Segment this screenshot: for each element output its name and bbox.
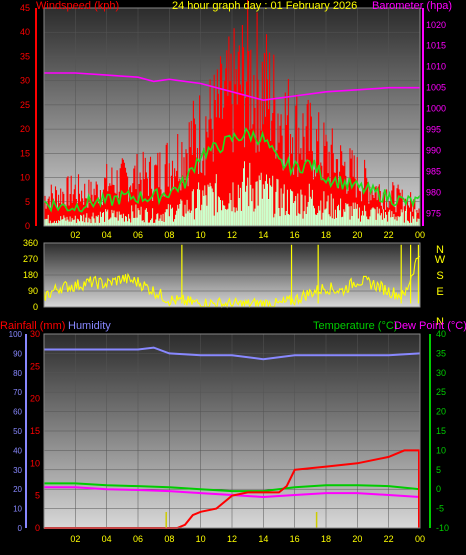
wind-tick-label: 25 — [20, 100, 30, 110]
temp-tick-label: -10 — [436, 523, 449, 533]
humidity-axis-title: Humidity — [68, 320, 111, 332]
wind-tick-label: 35 — [20, 51, 30, 61]
compass-label: N — [436, 316, 444, 328]
time-tick-label: 00 — [415, 534, 425, 544]
rain-tick-label: 20 — [30, 394, 40, 404]
rain-tick-label: 25 — [30, 361, 40, 371]
dewpoint-axis-title: Dew Point (°C) — [394, 320, 466, 332]
compass-label: W — [435, 254, 446, 266]
wind-tick-label: 40 — [20, 27, 30, 37]
barometer-axis-title: Barometer (hpa) — [372, 0, 453, 12]
humidity-tick-label: 100 — [9, 330, 23, 339]
time-tick-label: 12 — [227, 534, 237, 544]
temp-tick-label: 25 — [436, 387, 446, 397]
wind-tick-label: 20 — [20, 124, 30, 134]
rain-tick-label: 0 — [35, 523, 40, 533]
humidity-tick-label: 0 — [18, 524, 23, 533]
direction-tick-label: 90 — [28, 286, 38, 296]
humidity-tick-label: 90 — [13, 349, 22, 358]
wind-tick-label: 30 — [20, 76, 30, 86]
barometer-series — [44, 72, 420, 102]
time-tick-label: 04 — [102, 230, 112, 240]
time-tick-label: 14 — [258, 230, 268, 240]
direction-tick-label: 180 — [23, 270, 38, 280]
time-tick-label: 18 — [321, 230, 331, 240]
gust-average-series — [43, 127, 421, 213]
time-tick-label: 02 — [70, 230, 80, 240]
temp-tick-label: 15 — [436, 426, 446, 436]
humidity-tick-label: 60 — [13, 408, 22, 417]
panel-border-bottom — [43, 333, 421, 529]
time-tick-label: 16 — [290, 534, 300, 544]
time-tick-label: 18 — [321, 534, 331, 544]
temp-tick-label: 20 — [436, 407, 446, 417]
humidity-tick-label: 20 — [13, 485, 22, 494]
rain-tick-label: 15 — [30, 426, 40, 436]
compass-label: N — [436, 244, 444, 256]
temperature-series — [44, 482, 421, 493]
time-tick-label: 22 — [384, 534, 394, 544]
temp-tick-label: 0 — [436, 484, 441, 494]
baro-tick-label: 1010 — [426, 62, 446, 72]
wind-tick-label: 15 — [20, 148, 30, 158]
baro-tick-label: 1000 — [426, 104, 446, 114]
wind-tick-label: 10 — [20, 173, 30, 183]
temp-tick-label: 35 — [436, 348, 446, 358]
panel-border-middle — [43, 242, 421, 308]
humidity-tick-label: 70 — [13, 388, 22, 397]
humidity-tick-label: 10 — [13, 505, 22, 514]
humidity-tick-label: 40 — [13, 446, 22, 455]
temp-tick-label: 5 — [436, 465, 441, 475]
chart-title: 24 hour graph day : 01 February 2026 — [172, 0, 358, 12]
direction-tick-label: 270 — [23, 254, 38, 264]
time-tick-label: 22 — [384, 230, 394, 240]
time-tick-label: 12 — [227, 230, 237, 240]
rain-tick-label: 10 — [30, 458, 40, 468]
time-tick-label: 00 — [415, 230, 425, 240]
rain-tick-label: 30 — [30, 329, 40, 339]
time-tick-label: 20 — [352, 230, 362, 240]
direction-tick-label: 0 — [33, 302, 38, 312]
time-tick-label: 20 — [352, 534, 362, 544]
rain-tick-label: 5 — [35, 491, 40, 501]
temperature-axis-title: Temperature (°C) — [313, 320, 398, 332]
wind-tick-label: 5 — [25, 197, 30, 207]
baro-tick-label: 975 — [426, 208, 441, 218]
time-tick-label: 08 — [164, 534, 174, 544]
baro-tick-label: 985 — [426, 167, 441, 177]
time-tick-label: 02 — [70, 534, 80, 544]
temp-tick-label: 30 — [436, 368, 446, 378]
time-tick-label: 14 — [258, 534, 268, 544]
direction-tick-label: 360 — [23, 238, 38, 248]
time-tick-label: 04 — [102, 534, 112, 544]
humidity-tick-label: 30 — [13, 466, 22, 475]
time-tick-label: 06 — [133, 534, 143, 544]
baro-tick-label: 1005 — [426, 83, 446, 93]
time-tick-label: 10 — [196, 534, 206, 544]
temp-tick-label: 10 — [436, 445, 446, 455]
time-tick-label: 06 — [133, 230, 143, 240]
windspeed-axis-title: Windspeed (kph) — [36, 0, 120, 12]
baro-tick-label: 990 — [426, 146, 441, 156]
time-tick-label: 08 — [164, 230, 174, 240]
compass-label: S — [436, 270, 443, 282]
wind-tick-label: 45 — [20, 3, 30, 13]
compass-label: E — [436, 286, 443, 298]
time-tick-label: 10 — [196, 230, 206, 240]
humidity-tick-label: 80 — [13, 369, 22, 378]
rainfall-axis-title: Rainfall (mm) — [0, 320, 66, 332]
humidity-series — [44, 346, 421, 361]
baro-tick-label: 1020 — [426, 20, 446, 30]
temp-tick-label: -5 — [436, 504, 444, 514]
temp-tick-label: 40 — [436, 329, 446, 339]
panel-border-top — [43, 7, 421, 227]
baro-tick-label: 995 — [426, 125, 441, 135]
wind-tick-label: 0 — [25, 221, 30, 231]
time-tick-label: 16 — [290, 230, 300, 240]
baro-tick-label: 980 — [426, 187, 441, 197]
baro-tick-label: 1015 — [426, 41, 446, 51]
humidity-tick-label: 50 — [13, 427, 22, 436]
